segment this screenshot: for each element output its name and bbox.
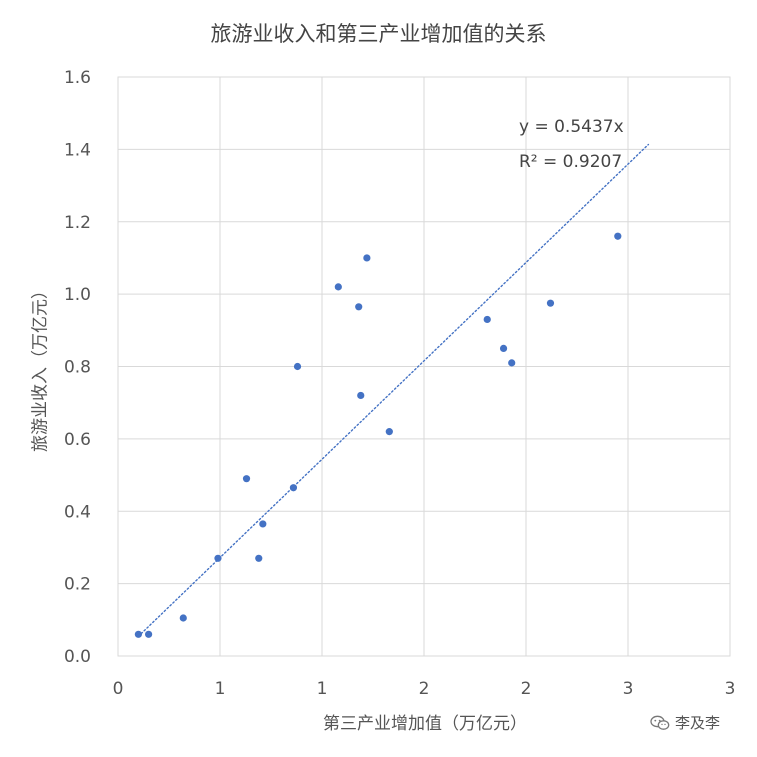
y-tick-label: 1.4 — [64, 140, 91, 160]
data-point — [508, 359, 516, 367]
x-tick-label: 2 — [521, 679, 532, 699]
y-tick-label: 0.6 — [64, 430, 91, 450]
data-point — [259, 520, 267, 528]
watermark: 李及李 — [650, 712, 720, 733]
trendline-equation: y = 0.5437x — [519, 117, 624, 137]
x-tick-label: 3 — [623, 679, 634, 699]
data-point — [289, 484, 298, 492]
data-point — [214, 554, 222, 562]
x-tick-label: 0 — [113, 679, 124, 699]
data-point — [483, 315, 491, 324]
y-tick-label: 0.4 — [64, 502, 91, 522]
y-tick-label: 0.8 — [64, 358, 91, 378]
data-point — [499, 344, 508, 353]
trendline-r-squared: R² = 0.9207 — [519, 152, 623, 172]
wechat-icon — [650, 715, 670, 730]
data-point — [546, 299, 555, 307]
x-tick-label: 1 — [317, 679, 328, 699]
data-point — [255, 554, 263, 562]
data-point — [614, 232, 622, 240]
data-point — [357, 391, 365, 400]
data-point — [334, 283, 342, 291]
data-point — [385, 428, 393, 436]
y-tick-label: 0.2 — [64, 575, 91, 595]
data-point — [242, 475, 251, 483]
y-axis-label: 旅游业收入（万亿元） — [30, 282, 51, 452]
data-point — [145, 630, 153, 638]
x-tick-label: 1 — [215, 679, 226, 699]
x-tick-label: 3 — [725, 679, 736, 699]
y-tick-label: 1.6 — [64, 68, 91, 88]
data-point — [355, 303, 363, 311]
data-point — [179, 614, 187, 622]
data-point — [134, 630, 142, 638]
y-tick-label: 1.2 — [64, 213, 91, 233]
x-tick-label: 2 — [419, 679, 430, 699]
y-tick-label: 0.0 — [64, 647, 91, 667]
data-point — [293, 362, 302, 371]
y-tick-label: 1.0 — [64, 285, 91, 305]
x-axis-label: 第三产业增加值（万亿元） — [323, 714, 527, 734]
chart-title: 旅游业收入和第三产业增加值的关系 — [210, 22, 547, 46]
trendline — [137, 143, 650, 638]
data-point — [363, 254, 371, 262]
watermark-text: 李及李 — [675, 714, 721, 732]
